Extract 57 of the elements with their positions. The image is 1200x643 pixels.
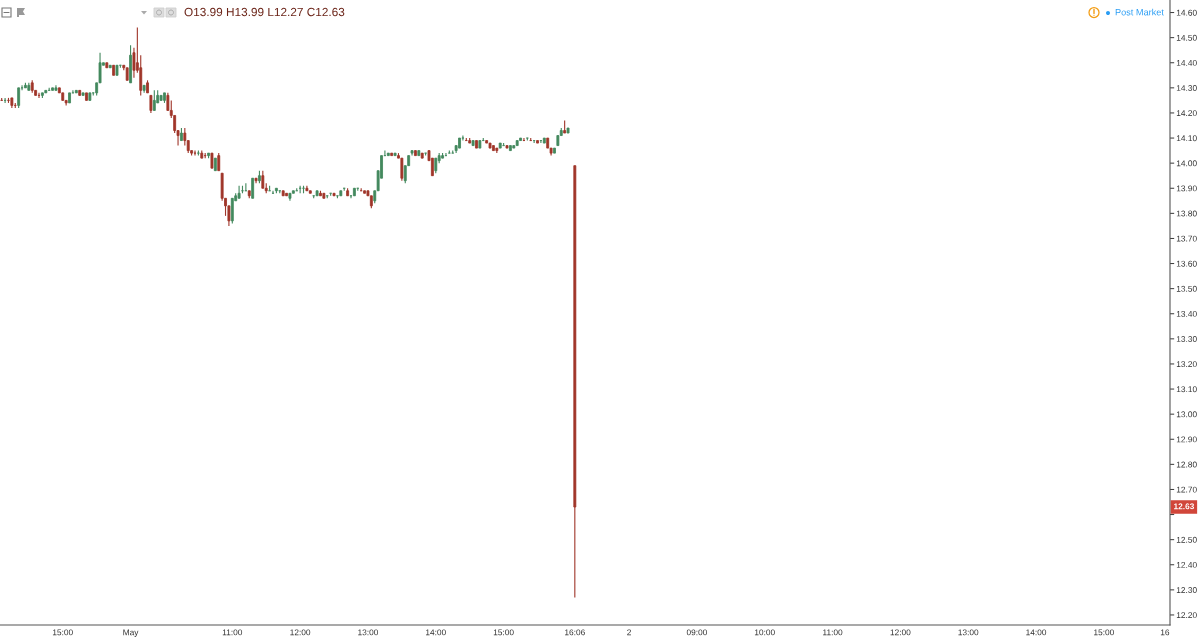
x-tick-label: 14:00	[1026, 629, 1047, 636]
y-tick-label: 12.20	[1176, 612, 1197, 619]
x-tick-label: 2	[627, 629, 631, 636]
x-tick-label: 11:00	[823, 629, 843, 636]
x-tick-label: 15:00	[52, 629, 73, 636]
y-tick-label: 13.80	[1176, 210, 1197, 217]
annotation: 12.63	[1174, 503, 1195, 510]
candlestick	[163, 92, 166, 104]
y-tick-label: 14.60	[1176, 9, 1197, 16]
annotation: O13.99 H13.99 L12.27 C12.63	[184, 7, 345, 17]
y-tick-label: 13.20	[1176, 361, 1197, 368]
y-tick-label: 14.50	[1176, 34, 1197, 41]
y-tick-label: 12.30	[1176, 587, 1197, 593]
candlestick	[68, 92, 71, 104]
y-tick-label: 14.10	[1176, 135, 1197, 142]
y-tick-label: 13.70	[1176, 235, 1197, 242]
x-tick-label: 10:00	[754, 629, 775, 636]
y-tick-label: 14.30	[1176, 85, 1197, 91]
candlestick	[85, 92, 88, 101]
y-tick-label: 14.40	[1176, 59, 1197, 66]
candlestick	[230, 197, 234, 224]
y-tick-label: 14.00	[1176, 160, 1197, 167]
y-tick-label: 12.90	[1176, 436, 1197, 443]
x-tick-label: 09:00	[686, 629, 708, 636]
y-tick-label: 13.40	[1176, 310, 1197, 317]
candlestick	[146, 79, 149, 94]
y-tick-label: 13.00	[1176, 411, 1197, 418]
candlestick	[458, 137, 461, 149]
y-tick-label: 13.50	[1176, 285, 1197, 292]
x-tick-label: 13:00	[958, 629, 979, 636]
y-tick-label: 13.30	[1176, 336, 1197, 342]
candlestick	[536, 140, 539, 144]
y-tick-label: 12.80	[1176, 461, 1197, 468]
candlestick	[237, 185, 241, 199]
x-tick-label: 15:00	[493, 629, 514, 636]
x-tick-label: May	[123, 629, 139, 637]
annotation: Post Market	[1115, 8, 1164, 16]
candlestick	[319, 190, 322, 197]
y-tick-label: 12.50	[1176, 536, 1197, 543]
x-tick-label: 16:06	[565, 629, 585, 636]
x-tick-label: 14:00	[425, 629, 446, 636]
y-tick-label: 13.10	[1176, 386, 1197, 393]
y-tick-label: 12.40	[1176, 561, 1197, 568]
x-tick-label: 16	[1160, 629, 1170, 636]
candlestick	[475, 140, 478, 149]
y-tick-label: 14.20	[1176, 110, 1197, 117]
x-tick-label: 13:00	[358, 629, 379, 636]
y-tick-label: 12.70	[1176, 486, 1197, 493]
x-tick-label: 11:00	[222, 629, 243, 636]
candlestick	[152, 89, 156, 111]
x-tick-label: 12:00	[890, 629, 911, 636]
candlestick	[17, 87, 21, 109]
x-tick-label: 15:00	[1094, 629, 1114, 636]
y-tick-label: 13.60	[1176, 260, 1197, 267]
x-tick-label: 12:00	[290, 629, 311, 636]
y-tick-label: 13.90	[1176, 185, 1197, 192]
candlestick	[553, 147, 556, 154]
